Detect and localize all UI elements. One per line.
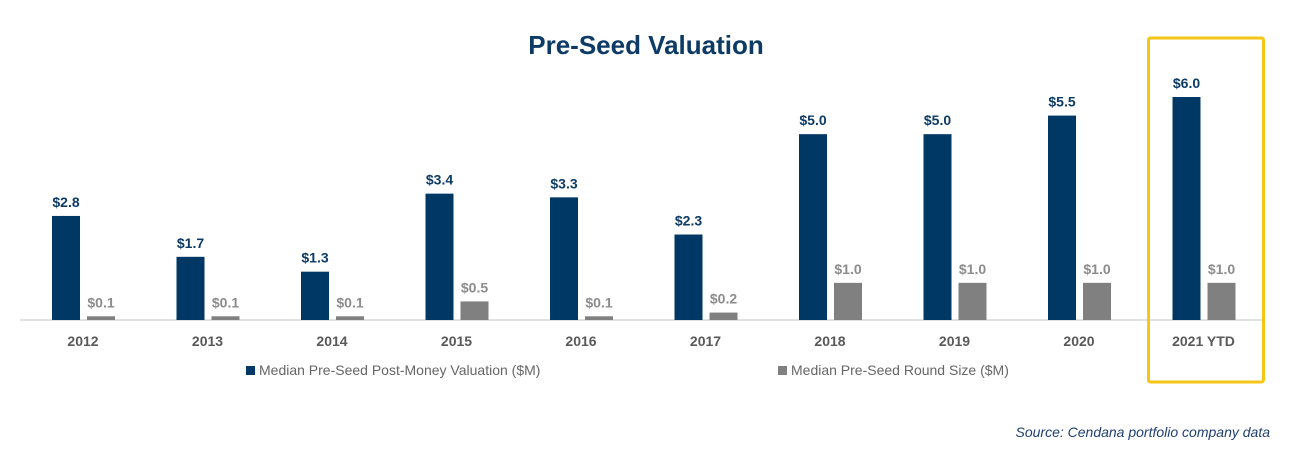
bar-round-size [834, 282, 862, 320]
bar-round-size [958, 282, 987, 320]
bar-valuation [425, 193, 454, 320]
data-label-valuation: $3.3 [550, 175, 577, 191]
data-label-valuation: $2.8 [52, 194, 79, 210]
legend-label-round-size: Median Pre-Seed Round Size ($M) [791, 362, 1009, 378]
data-label-valuation: $5.5 [1048, 94, 1075, 110]
bar-valuation [1048, 115, 1076, 320]
bar-valuation [799, 134, 827, 320]
bar-round-size [1083, 282, 1111, 320]
x-tick-label: 2012 [67, 333, 98, 349]
data-label-round-size: $0.1 [87, 294, 114, 310]
bar-round-size [336, 316, 364, 320]
data-label-valuation: $6.0 [1173, 75, 1200, 91]
x-tick-label: 2017 [690, 333, 721, 349]
data-label-valuation: $3.4 [426, 172, 453, 188]
highlight-box [1147, 36, 1265, 384]
data-label-valuation: $5.0 [924, 112, 951, 128]
data-label-round-size: $1.0 [1083, 261, 1110, 277]
bar-round-size [709, 312, 738, 320]
x-tick-label: 2016 [565, 333, 596, 349]
bar-round-size [585, 316, 613, 320]
x-tick-label: 2018 [814, 333, 845, 349]
data-label-round-size: $0.1 [336, 294, 363, 310]
data-label-valuation: $2.3 [675, 213, 702, 229]
data-label-valuation: $1.3 [301, 250, 328, 266]
bar-round-size [87, 316, 115, 320]
bar-round-size [1207, 282, 1236, 320]
bar-round-size [460, 301, 489, 320]
data-label-round-size: $0.2 [710, 291, 737, 307]
bar-valuation [674, 234, 703, 320]
x-tick-label: 2015 [441, 333, 472, 349]
bar-valuation [301, 271, 329, 320]
bar-round-size [211, 316, 240, 320]
data-label-valuation: $1.7 [177, 235, 204, 251]
bar-valuation [923, 134, 952, 320]
bar-valuation [1172, 97, 1201, 320]
data-label-round-size: $0.1 [212, 294, 239, 310]
x-tick-label: 2013 [192, 333, 223, 349]
bar-valuation [550, 197, 578, 320]
x-tick-label: 2020 [1063, 333, 1094, 349]
data-label-round-size: $1.0 [959, 261, 986, 277]
legend-swatch-valuation [246, 365, 255, 375]
legend-item-valuation: Median Pre-Seed Post-Money Valuation ($M… [246, 362, 540, 378]
x-tick-label: 2021 YTD [1172, 333, 1235, 349]
data-label-round-size: $1.0 [1208, 261, 1235, 277]
legend-label-valuation: Median Pre-Seed Post-Money Valuation ($M… [259, 362, 541, 378]
legend-item-round-size: Median Pre-Seed Round Size ($M) [778, 362, 1009, 378]
data-label-round-size: $0.5 [461, 279, 488, 295]
x-tick-label: 2019 [939, 333, 970, 349]
bar-valuation [176, 256, 205, 320]
bar-valuation [52, 215, 80, 320]
data-label-round-size: $0.1 [585, 294, 612, 310]
data-label-round-size: $1.0 [834, 261, 861, 277]
legend-swatch-round-size [778, 365, 787, 375]
source-note: Source: Cendana portfolio company data [1015, 424, 1271, 440]
chart-title: Pre-Seed Valuation [528, 30, 764, 60]
data-label-valuation: $5.0 [799, 112, 826, 128]
x-tick-label: 2014 [316, 333, 347, 349]
